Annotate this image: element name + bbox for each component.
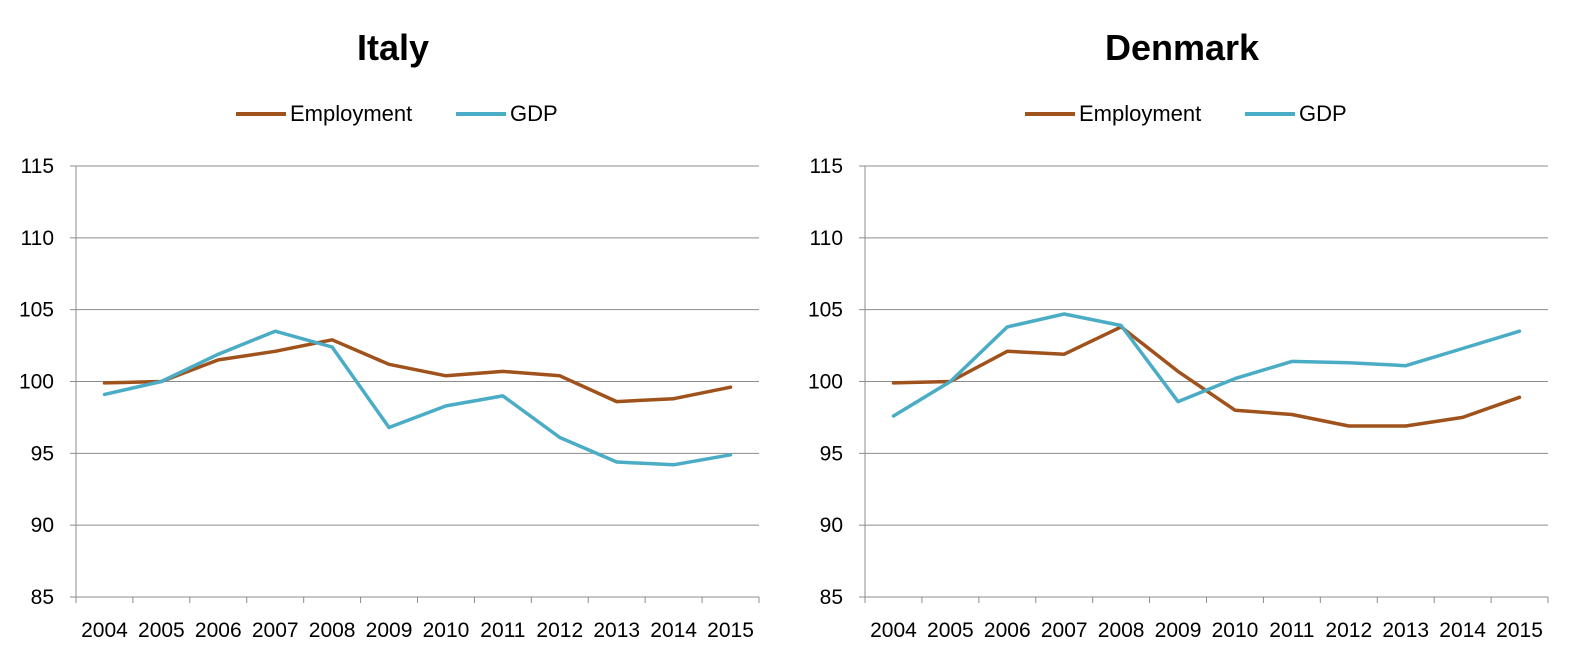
legend-label-gdp: GDP: [1299, 101, 1347, 126]
y-tick-label-115: 115: [810, 155, 843, 178]
x-tick-label-2010: 2010: [423, 619, 470, 642]
x-tick-label-2014: 2014: [650, 619, 697, 642]
x-tick-label-2008: 2008: [1098, 619, 1145, 642]
legend-label-employment: Employment: [1079, 101, 1201, 126]
x-tick-label-2010: 2010: [1212, 619, 1259, 642]
chart-italy-svg: Italy Employment GDP 85 90 95 100 105 110 115 2004…: [19, 27, 760, 642]
chart-title: Denmark: [1105, 27, 1260, 68]
y-tick-label-85: 85: [820, 586, 843, 609]
y-tick-label-100: 100: [19, 371, 54, 394]
x-tick-label-2014: 2014: [1439, 619, 1486, 642]
x-tick-label-2013: 2013: [593, 619, 640, 642]
series-line-gdp: [102, 329, 733, 467]
y-tick-label-95: 95: [820, 442, 843, 465]
x-tick-label-2005: 2005: [927, 619, 974, 642]
series-line-gdp: [891, 312, 1522, 418]
chart-title: Italy: [357, 27, 429, 68]
x-tick-label-2013: 2013: [1382, 619, 1429, 642]
x-tick-label-2006: 2006: [984, 619, 1031, 642]
x-tick-label-2015: 2015: [707, 619, 754, 642]
x-tick-label-2008: 2008: [309, 619, 356, 642]
x-tick-label-2012: 2012: [536, 619, 583, 642]
x-tick-label-2004: 2004: [81, 619, 128, 642]
series-line-employment: [102, 338, 733, 404]
y-tick-label-115: 115: [21, 155, 54, 178]
x-tick-label-2007: 2007: [252, 619, 299, 642]
chart-italy: Italy Employment GDP 85 90 95 100 105 110 115 2004…: [0, 0, 788, 662]
x-tick-label-2011: 2011: [480, 619, 525, 642]
x-tick-label-2004: 2004: [870, 619, 917, 642]
y-tick-label-95: 95: [31, 442, 54, 465]
legend-label-gdp: GDP: [510, 101, 558, 126]
x-tick-label-2009: 2009: [1155, 619, 1202, 642]
legend: Employment GDP: [1025, 101, 1347, 126]
chart-denmark-svg: Denmark Employment GDP 85 90 95 100 105 110 115 20…: [808, 27, 1549, 642]
chart-denmark: Denmark Employment GDP 85 90 95 100 105 110 115 20…: [789, 0, 1577, 662]
x-tick-label-2009: 2009: [366, 619, 413, 642]
x-tick-label-2015: 2015: [1496, 619, 1543, 642]
x-tick-label-2007: 2007: [1041, 619, 1088, 642]
y-tick-label-90: 90: [820, 514, 843, 537]
x-tick-label-2006: 2006: [195, 619, 242, 642]
y-tick-label-85: 85: [31, 586, 54, 609]
legend-label-employment: Employment: [290, 101, 412, 126]
y-tick-label-110: 110: [21, 227, 54, 250]
x-tick-label-2012: 2012: [1325, 619, 1372, 642]
y-tick-label-110: 110: [810, 227, 843, 250]
y-tick-label-100: 100: [808, 371, 843, 394]
y-tick-label-90: 90: [31, 514, 54, 537]
legend: Employment GDP: [236, 101, 558, 126]
x-tick-label-2005: 2005: [138, 619, 185, 642]
y-tick-label-105: 105: [19, 299, 54, 322]
x-tick-label-2011: 2011: [1269, 619, 1314, 642]
series-line-employment: [891, 325, 1522, 428]
y-tick-label-105: 105: [808, 299, 843, 322]
